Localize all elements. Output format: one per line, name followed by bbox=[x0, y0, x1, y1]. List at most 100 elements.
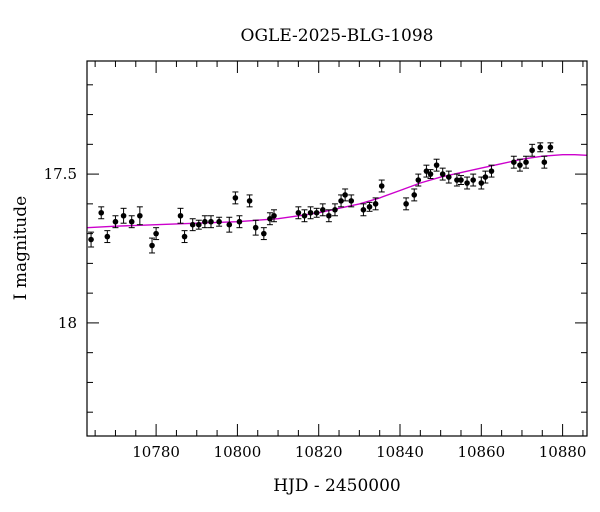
point-marker bbox=[478, 180, 485, 186]
y-axis-label: I magnitude bbox=[11, 196, 31, 300]
point-marker bbox=[88, 236, 94, 243]
data-point bbox=[445, 170, 452, 184]
x-tick-label: 10780 bbox=[132, 443, 180, 461]
x-tick-label: 10800 bbox=[214, 443, 262, 461]
point-marker bbox=[372, 201, 379, 207]
point-marker bbox=[482, 174, 489, 180]
point-marker bbox=[541, 159, 548, 165]
data-point bbox=[478, 176, 485, 190]
point-marker bbox=[326, 212, 332, 219]
data-point bbox=[541, 155, 548, 169]
data-point bbox=[189, 218, 196, 232]
data-point bbox=[260, 227, 267, 241]
point-marker bbox=[454, 177, 460, 183]
data-point bbox=[470, 173, 477, 187]
data-point bbox=[547, 142, 554, 153]
y-tick-label: 18 bbox=[58, 314, 77, 332]
data-point bbox=[342, 188, 349, 202]
point-marker bbox=[301, 212, 308, 219]
data-point bbox=[319, 203, 326, 217]
point-marker bbox=[120, 212, 127, 219]
point-marker bbox=[271, 212, 277, 219]
point-marker bbox=[360, 207, 367, 213]
data-point bbox=[88, 231, 95, 248]
data-point bbox=[201, 215, 208, 229]
data-point bbox=[439, 167, 446, 181]
data-point bbox=[195, 219, 202, 230]
point-marker bbox=[202, 218, 208, 225]
data-point bbox=[232, 191, 239, 205]
data-point bbox=[153, 227, 160, 241]
point-marker bbox=[226, 221, 233, 228]
point-marker bbox=[378, 183, 385, 189]
data-point bbox=[529, 143, 536, 157]
data-point bbox=[457, 175, 464, 186]
data-point bbox=[252, 219, 259, 236]
point-marker bbox=[332, 207, 338, 213]
point-marker bbox=[261, 230, 267, 237]
data-point bbox=[266, 212, 273, 226]
data-point bbox=[246, 194, 253, 208]
point-marker bbox=[195, 221, 202, 228]
data-point bbox=[325, 209, 332, 223]
data-point bbox=[177, 207, 184, 224]
model-curve bbox=[86, 154, 588, 229]
data-point bbox=[482, 170, 489, 184]
data-point bbox=[537, 142, 544, 153]
x-tick-label: 10880 bbox=[539, 443, 587, 461]
data-point bbox=[307, 206, 314, 220]
data-point bbox=[120, 207, 127, 224]
point-marker bbox=[523, 159, 529, 165]
point-marker bbox=[128, 218, 135, 225]
data-point bbox=[216, 216, 223, 227]
data-point bbox=[510, 155, 517, 169]
data-point bbox=[181, 230, 188, 244]
point-marker bbox=[403, 201, 409, 207]
data-point bbox=[207, 215, 214, 229]
point-marker bbox=[415, 177, 422, 183]
point-marker bbox=[537, 144, 544, 151]
point-marker bbox=[236, 218, 243, 225]
data-point bbox=[128, 215, 135, 229]
x-tick-label: 10820 bbox=[295, 443, 343, 461]
data-point bbox=[453, 173, 460, 187]
chart-title: OGLE-2025-BLG-1098 bbox=[241, 26, 434, 46]
data-point bbox=[348, 194, 355, 208]
x-axis-label: HJD - 2450000 bbox=[273, 476, 401, 496]
point-marker bbox=[177, 212, 184, 219]
data-point bbox=[523, 155, 530, 169]
point-marker bbox=[411, 192, 418, 198]
data-point bbox=[313, 207, 320, 218]
point-marker bbox=[348, 198, 355, 204]
point-marker bbox=[112, 218, 119, 225]
point-marker bbox=[208, 218, 214, 225]
point-marker bbox=[104, 233, 111, 240]
data-point bbox=[372, 197, 379, 211]
point-marker bbox=[153, 230, 159, 237]
data-point bbox=[366, 201, 373, 212]
data-point bbox=[295, 206, 302, 220]
y-tick-label: 17.5 bbox=[44, 165, 77, 183]
point-marker bbox=[307, 209, 314, 216]
point-marker bbox=[470, 177, 476, 183]
data-point bbox=[415, 173, 422, 187]
point-marker bbox=[439, 171, 446, 177]
plot-frame bbox=[86, 60, 588, 437]
point-marker bbox=[342, 192, 348, 198]
point-marker bbox=[464, 180, 470, 186]
point-marker bbox=[252, 224, 259, 231]
data-point bbox=[403, 197, 410, 211]
point-marker bbox=[433, 162, 440, 168]
point-marker bbox=[246, 198, 253, 204]
point-marker bbox=[511, 159, 517, 165]
data-points bbox=[88, 142, 554, 254]
data-point bbox=[98, 206, 105, 220]
data-point bbox=[136, 206, 143, 226]
point-marker bbox=[189, 221, 196, 228]
data-point bbox=[301, 209, 308, 223]
data-point bbox=[411, 188, 418, 202]
point-marker bbox=[232, 195, 239, 201]
point-marker bbox=[98, 209, 105, 216]
point-marker bbox=[313, 209, 320, 216]
